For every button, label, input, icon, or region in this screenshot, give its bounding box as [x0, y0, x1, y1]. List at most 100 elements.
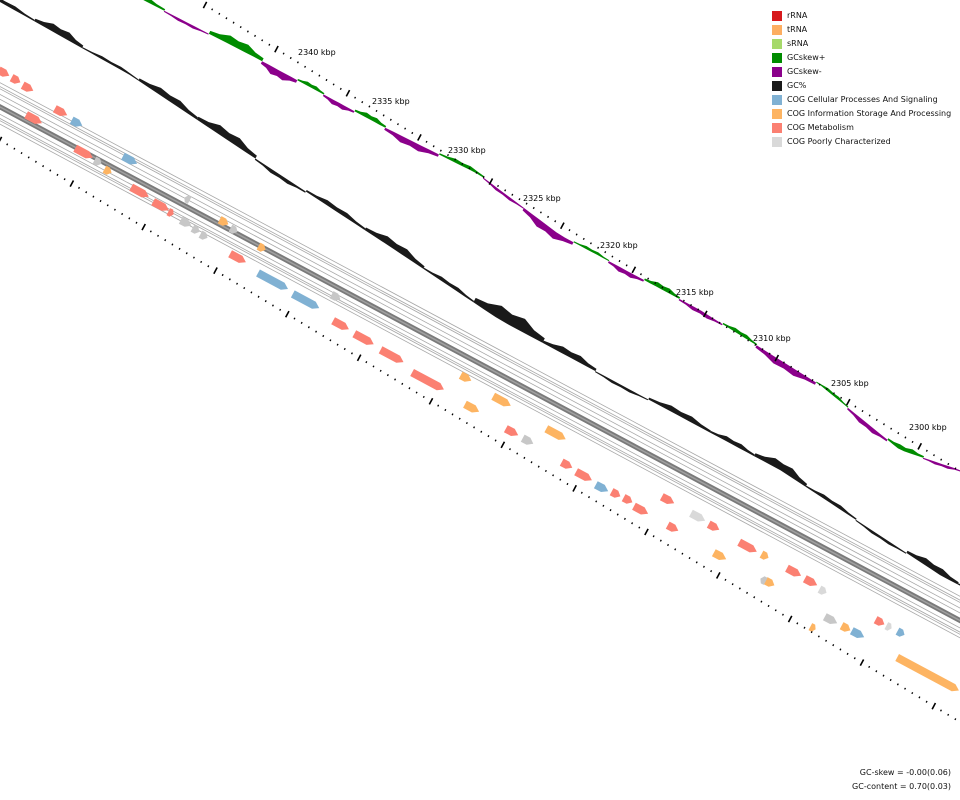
gene-arrow	[184, 195, 192, 204]
gc-skew-bar	[208, 30, 264, 62]
minor-tick	[896, 683, 899, 686]
gc-content-bar	[364, 227, 425, 269]
gc-content-bar	[754, 453, 808, 487]
minor-tick	[566, 482, 569, 486]
legend-label: COG Metabolism	[787, 123, 854, 132]
guide-line	[0, 118, 960, 633]
minor-tick	[623, 517, 626, 520]
minor-tick	[92, 195, 95, 198]
gene-arrow	[0, 66, 10, 77]
legend-swatch	[772, 123, 782, 133]
minor-tick	[904, 687, 907, 690]
minor-tick	[325, 78, 328, 82]
minor-tick	[171, 243, 174, 246]
gene-arrow	[711, 549, 727, 560]
gc-content-bar	[254, 158, 306, 193]
minor-tick	[178, 247, 181, 250]
minor-tick	[947, 713, 950, 716]
minor-tick	[99, 199, 102, 203]
minor-tick	[157, 234, 160, 237]
minor-tick	[389, 118, 392, 121]
minor-tick	[149, 230, 152, 233]
minor-tick	[589, 242, 592, 245]
minor-tick	[595, 500, 598, 503]
minor-tick	[268, 43, 271, 46]
minor-tick	[724, 578, 727, 581]
minor-tick	[239, 25, 242, 29]
minor-tick	[135, 221, 138, 224]
minor-tick	[329, 339, 332, 342]
minor-tick	[437, 404, 440, 407]
minor-tick	[6, 143, 9, 146]
minor-tick	[940, 458, 943, 461]
gc-skew-bar	[143, 0, 166, 11]
gene-arrow	[410, 369, 444, 391]
minor-tick	[261, 39, 264, 42]
statistics-summary: GC-skew = -0.00(0.06) GC-content = 0.70(…	[852, 766, 951, 794]
gc-content-bar	[423, 267, 475, 303]
legend-label: rRNA	[787, 11, 808, 20]
gc-skew-bar	[678, 298, 723, 326]
minor-tick	[911, 440, 914, 444]
minor-tick	[861, 409, 864, 413]
minor-tick	[487, 435, 490, 438]
gc-skew-bar	[322, 94, 355, 113]
minor-tick	[790, 365, 793, 369]
minor-tick	[768, 352, 771, 355]
minor-tick	[818, 383, 821, 386]
gc-content-bar	[855, 519, 907, 554]
minor-tick	[296, 61, 299, 64]
minor-tick	[568, 228, 571, 232]
guide-line	[0, 86, 960, 601]
minor-tick	[461, 162, 464, 165]
major-tick	[202, 1, 208, 9]
gc-skew-bar	[260, 61, 298, 83]
legend-item-srna: sRNA	[772, 37, 951, 51]
minor-tick	[365, 360, 368, 364]
minor-tick	[411, 131, 414, 135]
major-tick	[0, 136, 3, 142]
legend-label: GC%	[787, 81, 807, 90]
guide-line	[0, 88, 960, 603]
minor-tick	[322, 334, 325, 338]
gene-arrow	[290, 290, 320, 309]
gene-arrow	[166, 208, 174, 217]
minor-tick	[49, 169, 52, 172]
major-tick	[500, 441, 506, 449]
minor-tick	[754, 343, 757, 346]
gene-arrow	[352, 330, 374, 345]
gene-arrow	[463, 400, 480, 413]
gene-arrow	[873, 616, 885, 626]
minor-tick	[354, 96, 357, 99]
minor-tick	[544, 469, 547, 473]
major-tick	[917, 442, 923, 450]
gc-content-bar	[594, 371, 649, 401]
minor-tick	[875, 670, 878, 673]
gc-content-bar	[906, 550, 959, 585]
minor-tick	[42, 165, 45, 168]
legend-swatch	[772, 81, 782, 91]
minor-tick	[63, 178, 66, 181]
minor-tick	[532, 206, 535, 210]
minor-tick	[611, 255, 614, 258]
minor-tick	[121, 212, 124, 216]
minor-tick	[774, 609, 777, 612]
minor-tick	[681, 552, 684, 555]
guide-line	[0, 113, 960, 629]
minor-tick	[475, 171, 478, 174]
major-tick	[213, 267, 218, 275]
minor-tick	[782, 361, 785, 364]
minor-tick	[282, 52, 285, 55]
minor-tick	[465, 421, 468, 425]
gene-arrow	[808, 623, 816, 632]
minor-tick	[516, 452, 519, 455]
minor-tick	[106, 204, 109, 207]
gc-content-bar	[82, 47, 139, 81]
gene-arrow	[689, 509, 706, 522]
gc-skew-bar	[847, 407, 888, 442]
gene-arrow	[24, 111, 42, 124]
gene-arrow	[20, 81, 34, 92]
gene-arrow	[228, 224, 238, 234]
minor-tick	[889, 678, 892, 682]
minor-tick	[602, 504, 605, 507]
